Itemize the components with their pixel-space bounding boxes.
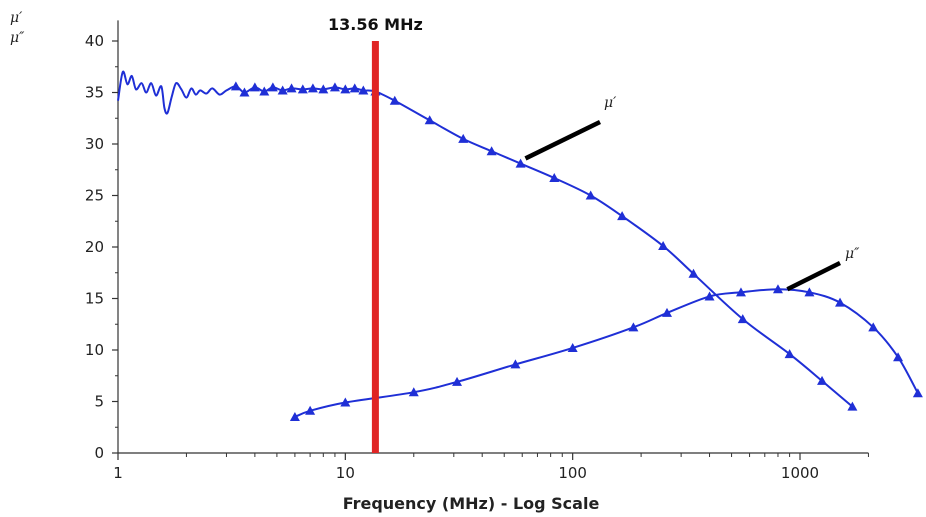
- x-tick-label: 1000: [781, 464, 819, 482]
- data-point: [737, 314, 748, 324]
- data-point: [688, 268, 699, 278]
- data-point: [585, 190, 596, 200]
- data-point: [617, 211, 628, 221]
- data-point: [772, 284, 783, 294]
- x-tick-label: 10: [336, 464, 355, 482]
- y-tick-label: 5: [94, 393, 104, 411]
- y-tick-label: 25: [85, 187, 104, 205]
- data-point: [267, 82, 278, 92]
- y-tick-label: 20: [85, 238, 104, 256]
- series-label-mu-double-prime: μ″: [845, 246, 860, 262]
- data-point: [847, 401, 858, 411]
- data-point: [817, 375, 828, 385]
- data-point: [259, 86, 270, 96]
- data-point: [329, 82, 340, 92]
- y-tick-label: 35: [85, 84, 104, 102]
- series-label-mu-prime: μ′: [604, 95, 617, 111]
- data-point: [510, 359, 521, 369]
- pointer-mu-double-prime: [786, 260, 842, 292]
- x-tick-label: 1: [113, 464, 123, 482]
- y-tick-label: 10: [85, 341, 104, 359]
- data-point: [549, 172, 560, 182]
- y-tick-label: 40: [85, 32, 104, 50]
- data-point: [340, 397, 351, 407]
- data-point: [658, 240, 669, 250]
- data-point: [286, 83, 297, 93]
- data-point: [452, 376, 463, 386]
- data-point: [340, 84, 351, 94]
- data-point: [307, 83, 318, 93]
- data-point: [893, 352, 904, 362]
- data-point: [349, 83, 360, 93]
- data-point: [704, 291, 715, 301]
- data-point: [289, 411, 300, 421]
- data-point: [628, 322, 639, 332]
- data-point: [277, 85, 288, 95]
- pointer-mu-prime: [524, 119, 601, 161]
- data-point: [515, 158, 526, 168]
- y-tick-label: 15: [85, 290, 104, 308]
- data-point: [458, 133, 469, 143]
- data-point: [297, 84, 308, 94]
- y-axis-title-mu-prime: μ′: [10, 10, 23, 26]
- data-point: [230, 81, 241, 91]
- data-point: [424, 115, 435, 125]
- data-point: [249, 82, 260, 92]
- data-point: [239, 87, 250, 97]
- data-point: [408, 387, 419, 397]
- frequency-marker-label: 13.56 MHz: [328, 15, 423, 34]
- plot-area: [117, 41, 923, 453]
- data-point: [804, 287, 815, 297]
- y-tick-label: 30: [85, 135, 104, 153]
- data-point: [305, 405, 316, 415]
- y-tick-label: 0: [94, 444, 104, 462]
- data-point: [912, 388, 923, 398]
- x-tick-label: 100: [558, 464, 587, 482]
- y-axis-title-mu-double-prime: μ″: [10, 30, 25, 46]
- data-point: [662, 307, 673, 317]
- series-line-mu-prime: [117, 70, 854, 408]
- series-line-mu-double-prime: [294, 288, 919, 418]
- data-point: [358, 85, 369, 95]
- data-point: [784, 349, 795, 359]
- data-point: [835, 297, 846, 307]
- x-axis-title: Frequency (MHz) - Log Scale: [343, 494, 600, 513]
- data-point: [567, 342, 578, 352]
- data-point: [735, 287, 746, 297]
- data-point: [389, 95, 400, 105]
- data-point: [868, 322, 879, 332]
- data-point: [486, 146, 497, 156]
- data-point: [318, 84, 329, 94]
- axes: 0 5 10 15 20 25 30 35 40 1 10 100 1000: [85, 20, 869, 482]
